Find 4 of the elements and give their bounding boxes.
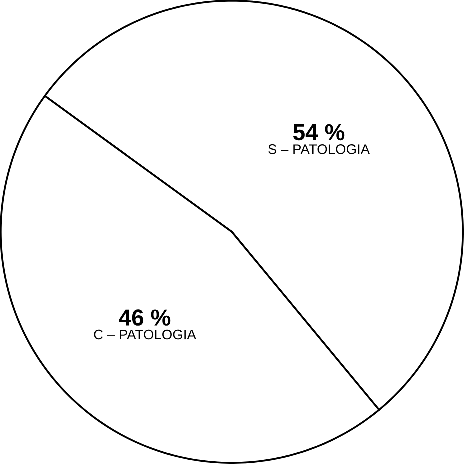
slice-label: S – PATOLOGIA bbox=[268, 144, 370, 154]
data-label: 54 % bbox=[293, 124, 345, 141]
data-label: 46 % bbox=[119, 310, 171, 326]
slice-label: C – PATOLOGIA bbox=[94, 330, 196, 340]
